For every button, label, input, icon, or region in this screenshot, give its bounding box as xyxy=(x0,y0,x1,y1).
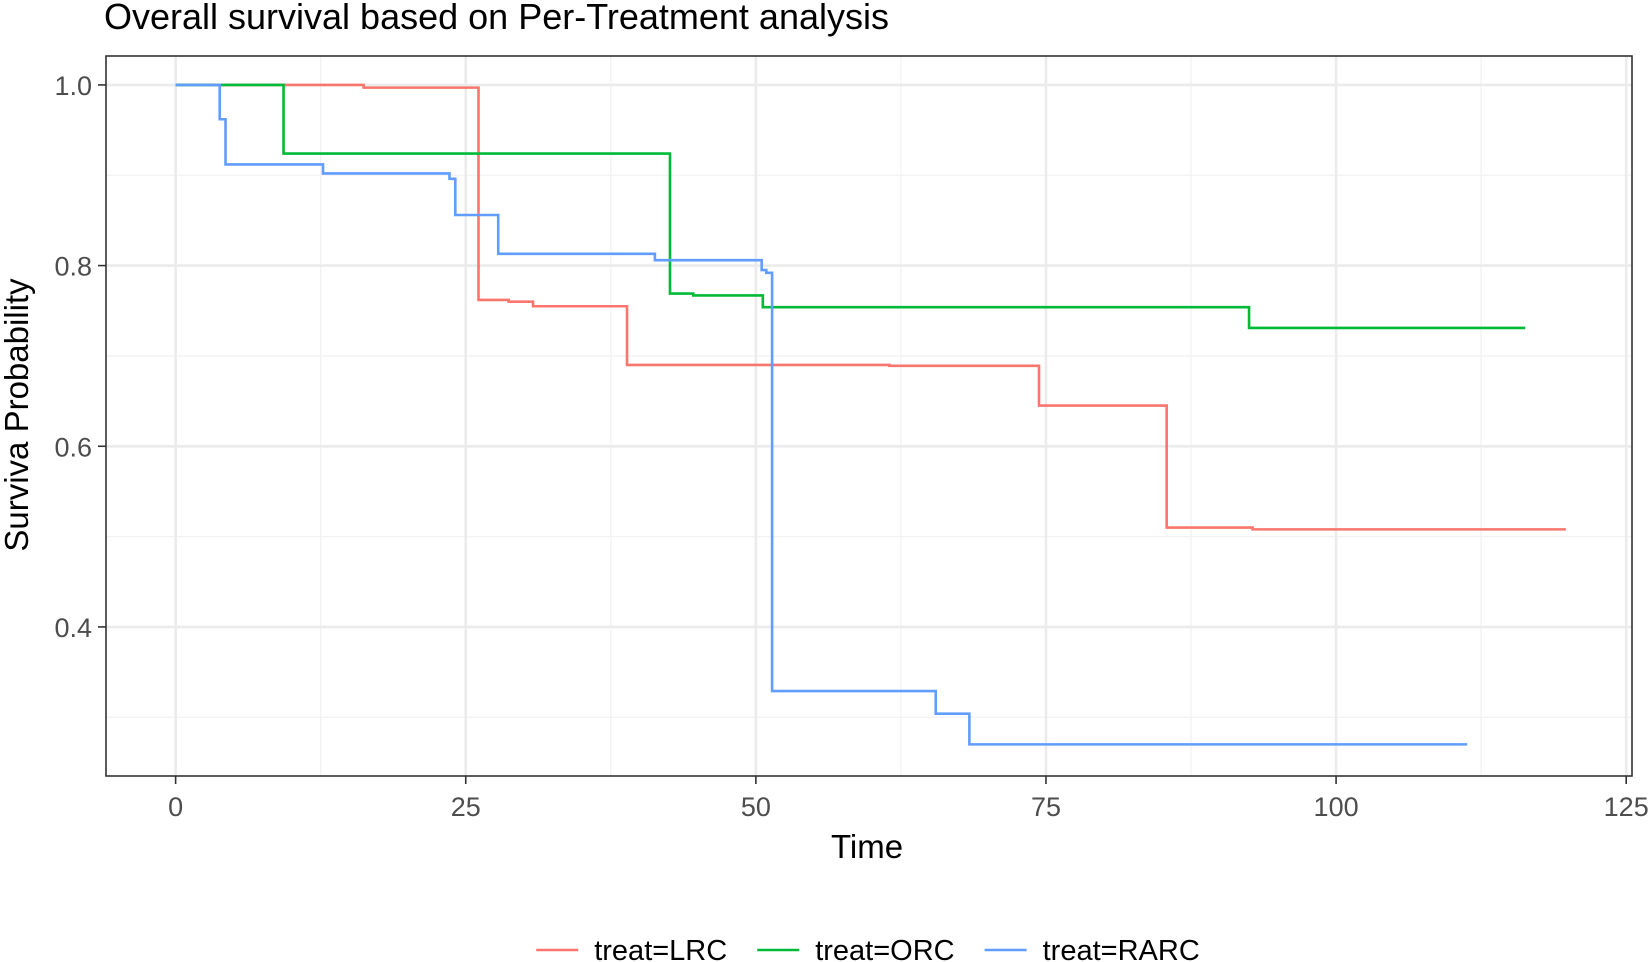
chart-title: Overall survival based on Per-Treatment … xyxy=(104,0,889,37)
x-tick-label: 0 xyxy=(168,792,183,822)
series-line-treat-rarc xyxy=(175,83,1468,746)
legend-label-treat-orc: treat=ORC xyxy=(815,935,954,962)
plot-area: 0 25 50 75 100 125 0.4 0.6 0.8 1.0 xyxy=(54,55,1649,822)
x-tick-label: 125 xyxy=(1604,792,1649,822)
x-tick-label: 75 xyxy=(1031,792,1061,822)
y-tick-label: 1.0 xyxy=(54,71,92,101)
legend-label-treat-rarc: treat=RARC xyxy=(1043,935,1200,962)
panel-background xyxy=(106,56,1632,776)
x-tick-label: 100 xyxy=(1314,792,1359,822)
y-axis-label: Surviva Probability xyxy=(0,278,35,552)
x-tick-label: 25 xyxy=(451,792,481,822)
y-tick-label: 0.6 xyxy=(54,432,92,462)
series-line-treat-orc xyxy=(175,83,1526,330)
y-tick-label: 0.8 xyxy=(54,252,92,282)
legend-label-treat-lrc: treat=LRC xyxy=(594,935,727,962)
y-tick-label: 0.4 xyxy=(54,613,92,643)
series-line-treat-lrc xyxy=(175,83,1566,531)
x-axis-label: Time xyxy=(831,828,903,865)
legend: treat=LRC treat=ORC treat=RARC xyxy=(536,935,1200,962)
panel-border xyxy=(105,55,1633,777)
x-tick-label: 50 xyxy=(741,792,771,822)
